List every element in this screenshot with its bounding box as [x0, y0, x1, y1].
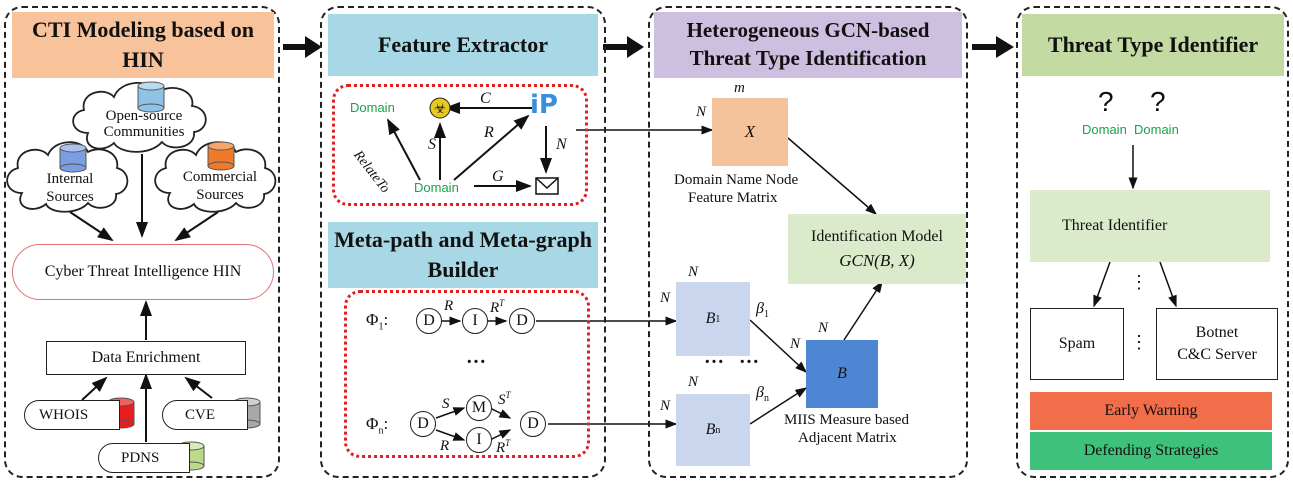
cloud-commercial-label: Commercial Sources [182, 169, 258, 203]
panel1-arrows [69, 154, 219, 442]
feature-graph-region [332, 84, 588, 206]
adjacency-caption-1: MIIS Measure based [784, 412, 909, 428]
cti-hin-box: Cyber Threat Intelligence HIN [12, 244, 274, 300]
meta-node-i: I [466, 427, 492, 453]
edge-label-g: G [492, 168, 504, 185]
feature-extractor-panel [320, 6, 606, 478]
unknown-domain-b: Domain [1134, 122, 1179, 137]
meta-edge-r: R [444, 298, 454, 314]
meta-node-d: D [410, 411, 436, 437]
unknown-question-mark-b: ? [1150, 86, 1166, 117]
db-internal [59, 143, 87, 173]
cti-modeling-header: CTI Modeling based on HIN [12, 12, 274, 78]
db-open [137, 81, 165, 113]
meta-node-d: D [509, 308, 535, 334]
defending-strategies-box: Defending Strategies [1030, 432, 1272, 470]
phi-1-label: Φ1: [366, 310, 389, 333]
domain-node-top: Domain [350, 100, 395, 115]
feature-extractor-header: Feature Extractor [328, 14, 598, 76]
unknown-domain-a: Domain [1082, 122, 1127, 137]
biohazard-icon: ☣ [429, 97, 451, 119]
meta-edge-s: S [442, 396, 450, 412]
matrix-x-dim-n: N [696, 104, 707, 120]
adjacency-caption-2: Adjacent Matrix [798, 430, 897, 446]
cloud-internal-label: Internal Sources [46, 171, 94, 205]
meta-builder-header: Meta-path and Meta-graph Builder [328, 222, 598, 288]
cloud-internal [6, 141, 129, 213]
mail-icon [535, 177, 559, 195]
feature-matrix-x: X [712, 98, 788, 166]
feature-matrix-caption-1: Domain Name Node [674, 172, 799, 188]
matrix-b-dim-n-left: N [790, 336, 801, 352]
gcn-panel [648, 6, 968, 478]
meta-node-m: M [466, 395, 492, 421]
gcn-header: Heterogeneous GCN-based Threat Type Iden… [654, 12, 962, 78]
db-commercial [207, 141, 235, 171]
matrix-x-dim-m: m [734, 80, 745, 96]
cloud-commercial [154, 141, 277, 213]
meta-node-d: D [416, 308, 442, 334]
matrix-bn-dim-n-left: N [660, 398, 671, 414]
class-botnet-line2: C&C Server [1177, 346, 1257, 363]
domain-node-bottom: Domain [414, 180, 459, 195]
panel3-arrows [749, 137, 883, 425]
meta-edge-rt: RT [490, 298, 505, 316]
phi-n-label: Φn: [366, 414, 389, 437]
early-warning-box: Early Warning [1030, 392, 1272, 430]
identification-model-formula: GCN(B, X) [839, 251, 915, 270]
class-vdots-mid: ⋮ [1130, 332, 1148, 352]
class-botnet-box: Botnet C&C Server [1156, 308, 1278, 380]
cloud-shapes [6, 82, 277, 213]
matrix-ellipsis: … … [704, 346, 759, 368]
beta-1-label: β1 [756, 300, 769, 321]
edge-label-s: S [428, 136, 436, 153]
threat-identifier-box: Threat Identifier [1030, 190, 1270, 262]
meta-ellipsis: … [466, 346, 486, 368]
cve-source: CVE [162, 400, 248, 430]
unknown-question-mark-a: ? [1098, 86, 1114, 117]
meta-edge-st: ST [498, 390, 511, 408]
identification-model-box: Identification Model GCN(B, X) [788, 214, 966, 284]
matrix-bn-dim-n-top: N [688, 374, 699, 390]
class-spam-box: Spam [1030, 308, 1124, 380]
panel-transition-arrows [283, 36, 1014, 58]
svg-text:☣: ☣ [434, 101, 447, 117]
feature-graph-arrows [387, 102, 552, 192]
meta-node-d: D [520, 411, 546, 437]
edge-label-c: C [480, 90, 491, 107]
class-botnet-line1: Botnet [1195, 324, 1239, 341]
class-vdots-top: ⋮ [1130, 272, 1148, 292]
panel4-arrows [1093, 145, 1177, 308]
meta-edge-r: R [440, 438, 450, 454]
matrix-b-dim-n-top: N [818, 320, 829, 336]
cloud-open-source-label: Open-source Communities [103, 108, 185, 140]
edge-label-n: N [556, 136, 567, 153]
whois-source: WHOIS [24, 400, 120, 430]
beta-n-label: βn [756, 384, 769, 405]
data-enrichment-box: Data Enrichment [46, 341, 246, 375]
meta-edge-rt: RT [496, 438, 511, 456]
matrix-b1-dim-n-left: N [660, 290, 671, 306]
cloud-open-source [72, 82, 207, 153]
meta-node-i: I [462, 308, 488, 334]
meta-path-region [344, 290, 590, 458]
cti-modeling-panel [4, 6, 280, 478]
feature-matrix-caption-2: Feature Matrix [688, 190, 778, 206]
identification-model-title: Identification Model [811, 228, 943, 245]
threat-identifier-panel [1016, 6, 1289, 478]
matrix-b1-dim-n-top: N [688, 264, 699, 280]
pdns-source: PDNS [98, 443, 190, 473]
adjacency-matrix-b: B [806, 340, 878, 408]
edge-label-r: R [484, 124, 494, 141]
ip-icon: iP [530, 90, 558, 120]
threat-identifier-header: Threat Type Identifier [1022, 14, 1284, 76]
meta-path-arrows [435, 316, 678, 441]
